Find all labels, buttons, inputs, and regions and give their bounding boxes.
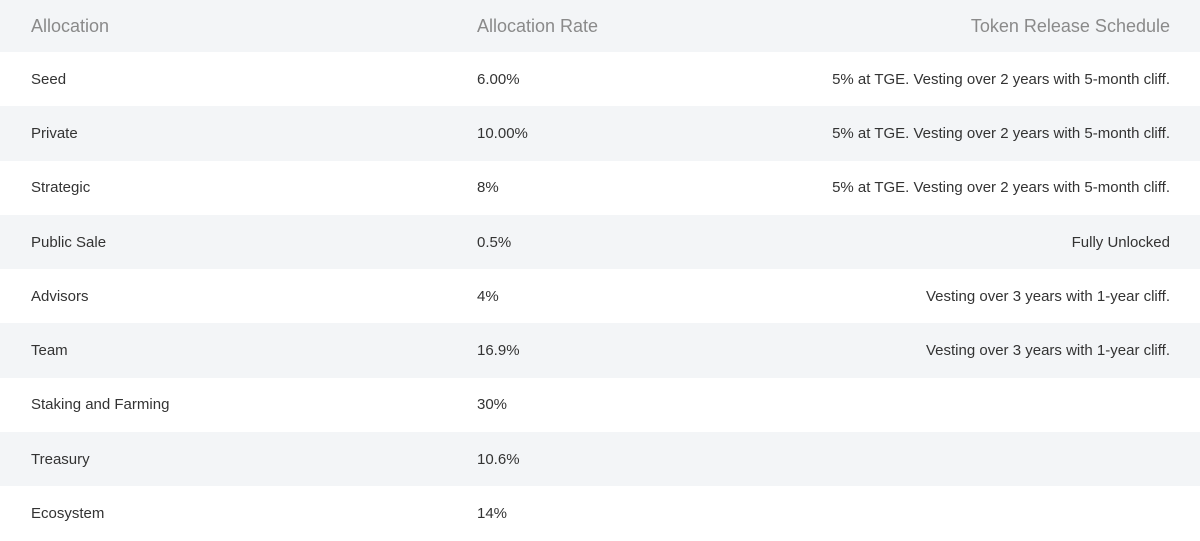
header-cell: Token Release Schedule	[777, 0, 1200, 52]
header-cell: Allocation	[0, 0, 477, 52]
table-cell: 4%	[477, 287, 499, 305]
table-row: Ecosystem 14%	[0, 486, 1200, 540]
table-cell: 5% at TGE. Vesting over 2 years with 5-m…	[777, 106, 1200, 161]
table-cell: 0.5%	[477, 214, 777, 270]
table-cell: 30%	[477, 396, 508, 414]
table-cell: Public Sale	[0, 214, 477, 270]
header-row: Allocation Allocation Rate Token Release…	[0, 0, 1200, 52]
table-row: Staking and Farming 30%	[0, 378, 1200, 432]
table-cell: Strategic	[31, 179, 91, 197]
table-row: Advisors 4% Vesting over 3 years with 1-ye…	[0, 269, 1200, 323]
table-cell: Seed	[31, 70, 67, 88]
table-cell: Private	[0, 106, 477, 161]
table-cell: Vesting over 3 years with 1-year cliff.	[926, 287, 1170, 305]
table-row: Treasury 10.6%	[0, 432, 1200, 487]
table-row: Strategic 8% 5% at TGE. Vesting over 2 yea…	[0, 161, 1200, 215]
table-cell: 14%	[477, 505, 508, 523]
empty-cell	[777, 378, 1200, 432]
table-row: Team 16.9% Vesting over 3 years with 1-yea…	[0, 323, 1200, 378]
table-cell: 16.9%	[477, 323, 777, 378]
table-cell: Treasury	[0, 432, 477, 487]
table-cell: Ecosystem	[31, 505, 105, 523]
table-cell: Vesting over 3 years with 1-year cliff.	[777, 323, 1200, 378]
table-cell: Team	[0, 323, 477, 378]
table-body: Seed 6.00% 5% at TGE. Vesting over 2 years…	[0, 52, 1200, 541]
table-row: Seed 6.00% 5% at TGE. Vesting over 2 years…	[0, 52, 1200, 106]
table-cell: 5% at TGE. Vesting over 2 years with 5-m…	[832, 179, 1170, 197]
table-cell: 8%	[477, 179, 499, 197]
table-cell: 10.00%	[477, 106, 777, 161]
header-cell: Allocation Rate	[477, 0, 777, 52]
table-row: Public Sale 0.5% Fully Unlocked	[0, 214, 1200, 270]
table-cell: 6.00%	[477, 70, 520, 88]
table-cell: 10.6%	[477, 432, 777, 487]
table-cell: Fully Unlocked	[777, 214, 1200, 270]
empty-cell	[777, 432, 1200, 487]
table-row: Private 10.00% 5% at TGE. Vesting over 2 y…	[0, 106, 1200, 161]
table-cell: Advisors	[31, 287, 89, 305]
table-header: Allocation Allocation Rate Token Release…	[0, 0, 1200, 52]
table-cell: 5% at TGE. Vesting over 2 years with 5-m…	[832, 70, 1170, 88]
empty-cell	[777, 486, 1200, 540]
table-cell: Staking and Farming	[31, 396, 170, 414]
